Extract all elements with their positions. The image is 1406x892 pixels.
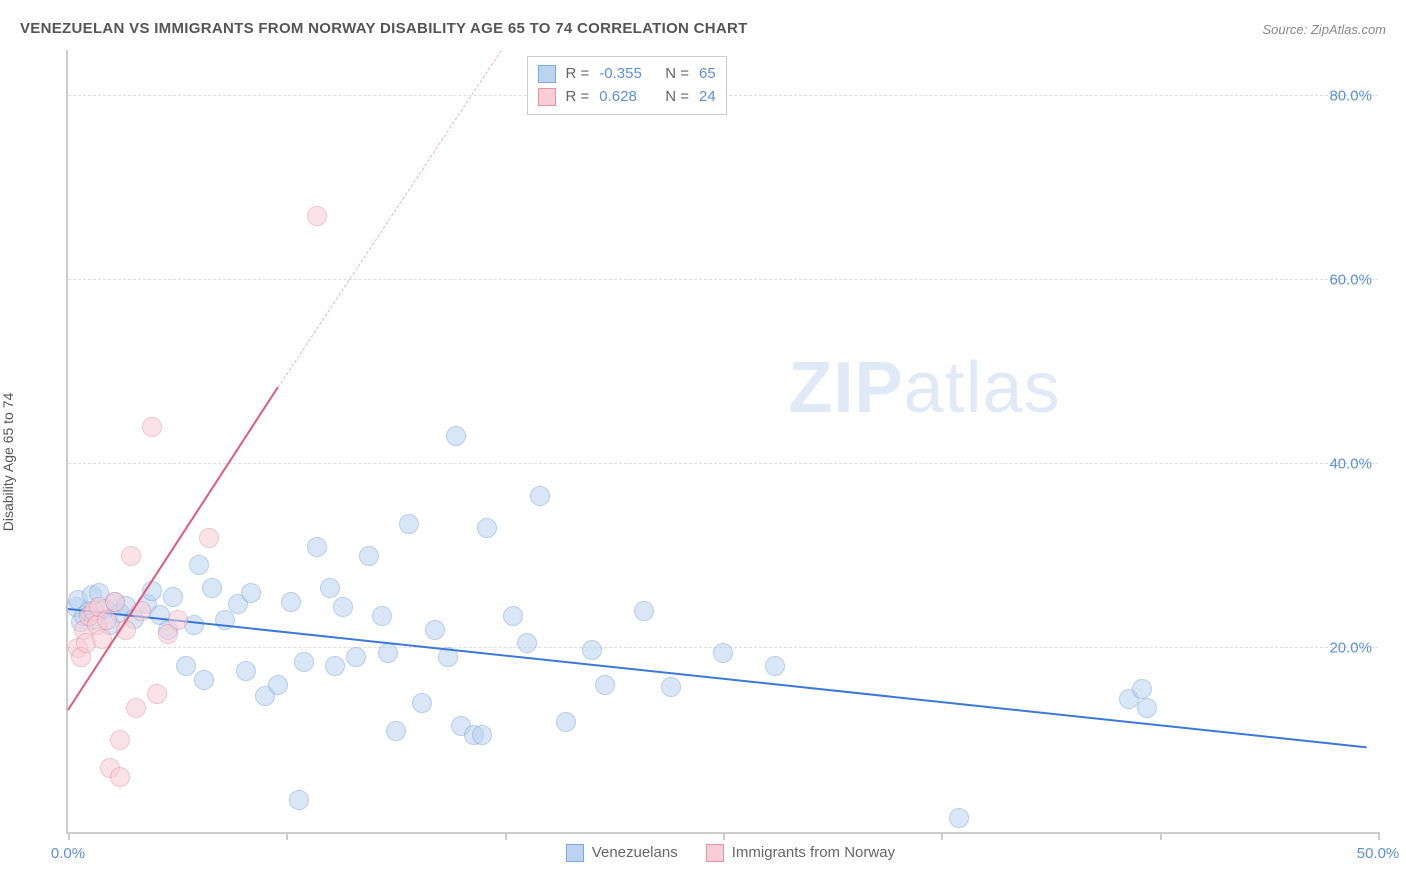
data-point (289, 790, 309, 810)
data-point (386, 721, 406, 741)
legend-r-value: 0.628 (599, 86, 655, 109)
legend-series-label: Immigrants from Norway (732, 844, 895, 861)
x-tick-mark (1160, 832, 1162, 840)
watermark-rest: atlas (904, 348, 1061, 428)
source-attribution: Source: ZipAtlas.com (1262, 22, 1386, 37)
legend-series: Venezuelans Immigrants from Norway (566, 844, 895, 862)
data-point (765, 656, 785, 676)
y-tick-label: 40.0% (1329, 456, 1372, 473)
legend-swatch (538, 65, 556, 83)
data-point (202, 578, 222, 598)
data-point (294, 652, 314, 672)
data-point (949, 808, 969, 828)
watermark: ZIPatlas (789, 347, 1061, 429)
data-point (147, 684, 167, 704)
data-point (517, 633, 537, 653)
y-axis-label: Disability Age 65 to 74 (0, 393, 16, 532)
chart-title: VENEZUELAN VS IMMIGRANTS FROM NORWAY DIS… (20, 20, 748, 37)
x-tick-mark (68, 832, 70, 840)
data-point (189, 555, 209, 575)
data-point (359, 546, 379, 566)
data-point (661, 677, 681, 697)
data-point (241, 583, 261, 603)
data-point (236, 661, 256, 681)
x-tick-mark (505, 832, 507, 840)
legend-series-label: Venezuelans (592, 844, 678, 861)
data-point (199, 528, 219, 548)
data-point (556, 712, 576, 732)
legend-correlation-box: R = -0.355 N = 65 R = 0.628 N = 24 (527, 56, 727, 115)
data-point (595, 675, 615, 695)
legend-series-item: Venezuelans (566, 844, 678, 862)
data-point (194, 670, 214, 690)
data-point (110, 767, 130, 787)
data-point (121, 546, 141, 566)
legend-row: R = -0.355 N = 65 (538, 63, 716, 86)
data-point (281, 592, 301, 612)
legend-swatch (538, 88, 556, 106)
legend-n-label: N = (665, 63, 689, 86)
x-tick-mark (723, 832, 725, 840)
data-point (472, 725, 492, 745)
data-point (1132, 679, 1152, 699)
x-tick-mark (1378, 832, 1380, 840)
legend-r-value: -0.355 (599, 63, 655, 86)
chart-container: Disability Age 65 to 74 ZIPatlas 20.0%40… (18, 50, 1388, 874)
legend-swatch (566, 844, 584, 862)
data-point (582, 640, 602, 660)
legend-swatch (706, 844, 724, 862)
data-point (126, 698, 146, 718)
x-tick-mark (941, 832, 943, 840)
y-tick-label: 80.0% (1329, 88, 1372, 105)
data-point (425, 620, 445, 640)
data-point (320, 578, 340, 598)
legend-n-value: 65 (699, 63, 716, 86)
data-point (503, 606, 523, 626)
data-point (346, 647, 366, 667)
data-point (530, 486, 550, 506)
gridline-horizontal (68, 463, 1378, 464)
data-point (446, 426, 466, 446)
data-point (176, 656, 196, 676)
x-tick-label: 50.0% (1357, 845, 1400, 862)
y-tick-label: 20.0% (1329, 640, 1372, 657)
data-point (412, 693, 432, 713)
x-tick-label: 0.0% (51, 845, 85, 862)
data-point (399, 514, 419, 534)
x-tick-mark (286, 832, 288, 840)
data-point (1137, 698, 1157, 718)
legend-n-label: N = (665, 86, 689, 109)
legend-r-label: R = (566, 63, 590, 86)
watermark-bold: ZIP (789, 348, 904, 428)
legend-n-value: 24 (699, 86, 716, 109)
data-point (163, 587, 183, 607)
legend-series-item: Immigrants from Norway (706, 844, 895, 862)
data-point (97, 610, 117, 630)
data-point (307, 206, 327, 226)
data-point (378, 643, 398, 663)
data-point (142, 417, 162, 437)
legend-row: R = 0.628 N = 24 (538, 86, 716, 109)
data-point (333, 597, 353, 617)
trend-line (68, 608, 1367, 748)
plot-area: ZIPatlas 20.0%40.0%60.0%80.0%0.0%50.0%R … (66, 50, 1378, 834)
data-point (307, 537, 327, 557)
data-point (168, 610, 188, 630)
data-point (713, 643, 733, 663)
data-point (372, 606, 392, 626)
data-point (477, 518, 497, 538)
data-point (268, 675, 288, 695)
legend-r-label: R = (566, 86, 590, 109)
gridline-horizontal (68, 279, 1378, 280)
y-tick-label: 60.0% (1329, 272, 1372, 289)
data-point (634, 601, 654, 621)
data-point (325, 656, 345, 676)
data-point (110, 730, 130, 750)
data-point (105, 592, 125, 612)
